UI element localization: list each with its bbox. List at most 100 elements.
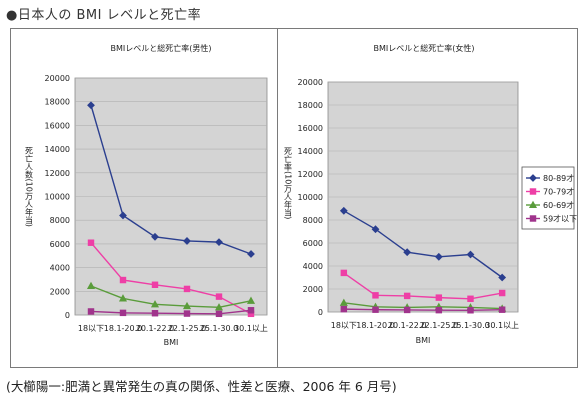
y-tick-label: 20000	[298, 78, 323, 87]
data-point	[118, 294, 128, 302]
y-tick-label: 16000	[298, 124, 323, 133]
y-tick-label: 18000	[45, 98, 70, 107]
data-point	[87, 239, 95, 246]
data-point	[246, 296, 256, 304]
x-tick-label: 30.1以上	[485, 321, 519, 330]
series-line	[343, 308, 503, 311]
data-point	[151, 281, 159, 289]
x-tick-label: 25.1-30.0	[200, 324, 239, 333]
y-tick-label: 12000	[298, 170, 323, 179]
data-point	[498, 289, 506, 297]
y-tick-label: 8000	[303, 216, 323, 225]
data-point	[183, 237, 191, 245]
chart-title: BMIレベルと総死亡率(男性)	[111, 43, 212, 53]
x-tick-label: 22.1-25.0	[420, 321, 459, 330]
data-point	[119, 276, 127, 284]
data-point	[372, 306, 379, 313]
data-point	[151, 310, 159, 317]
data-point	[435, 294, 443, 301]
series-group	[340, 305, 506, 314]
y-tick-label: 4000	[50, 264, 70, 273]
y-tick-label: 6000	[303, 239, 323, 248]
data-point	[183, 310, 191, 317]
series-group	[87, 101, 255, 258]
chart-title: BMIレベルと総死亡率(女性)	[374, 43, 475, 53]
x-tick-label: 18.1-20.0	[104, 324, 143, 333]
series-line	[90, 285, 252, 309]
x-tick-label: 18以下	[331, 321, 357, 330]
x-tick-label: 30.1以上	[234, 324, 268, 333]
data-point	[182, 301, 192, 310]
y-tick-label: 10000	[45, 193, 70, 202]
data-point	[183, 285, 191, 293]
data-point	[403, 248, 412, 257]
x-axis-title: BMI	[416, 336, 431, 345]
y-tick-label: 16000	[45, 121, 70, 130]
series-group	[340, 269, 506, 302]
data-point	[86, 281, 96, 290]
series-group	[87, 307, 255, 318]
data-point	[372, 292, 379, 299]
data-point	[247, 250, 255, 258]
x-tick-label: 20.1-22.0	[136, 324, 175, 333]
y-axis-title: 死亡人数(10万人年当)	[25, 147, 34, 227]
y-tick-label: 14000	[45, 145, 70, 154]
data-point	[498, 273, 507, 282]
legend-label: 59才以下	[543, 214, 577, 224]
x-axis-title: BMI	[164, 338, 179, 347]
y-tick-label: 4000	[303, 262, 323, 271]
data-point	[403, 306, 411, 314]
data-point	[435, 306, 443, 314]
data-point	[467, 307, 474, 314]
y-axis-title: 死亡率(10万人年当)	[284, 147, 293, 219]
y-tick-label: 8000	[50, 216, 70, 225]
data-point	[403, 292, 411, 300]
y-tick-label: 18000	[298, 101, 323, 110]
series-line	[343, 210, 503, 279]
source-caption: (大櫛陽一:肥満と異常発生の真の関係、性差と医療、2006 年 6 月号)	[6, 379, 397, 394]
data-point	[498, 306, 506, 313]
x-tick-label: 18.1-20.0	[356, 321, 395, 330]
page-heading: ●日本人の BMI レベルと死亡率	[6, 8, 202, 23]
legend-marker	[529, 215, 537, 222]
y-tick-label: 10000	[298, 193, 323, 202]
y-tick-label: 0	[65, 311, 70, 320]
legend-label: 60-69才	[543, 200, 574, 210]
panel-divider	[277, 29, 278, 367]
data-point	[434, 252, 443, 261]
x-tick-label: 25.1-30.0	[451, 321, 490, 330]
series-line	[343, 272, 503, 300]
series-line	[90, 309, 252, 315]
legend-marker	[529, 188, 537, 195]
series-group	[86, 281, 256, 311]
data-point	[215, 238, 223, 247]
chart-female: BMIレベルと総死亡率(女性) 0 2000 4000 6000 8000 10000 120…	[284, 43, 578, 345]
y-tick-label: 2000	[303, 285, 323, 294]
series-group	[339, 206, 507, 282]
y-tick-label: 20000	[45, 74, 70, 83]
x-tick-label: 18以下	[78, 324, 104, 333]
y-tick-label: 0	[318, 308, 323, 317]
data-point	[87, 308, 95, 315]
data-point	[466, 250, 475, 259]
y-tick-label: 6000	[50, 240, 70, 249]
figure-frame: BMIレベルと総死亡率(男性) 0 2000 4000 6000 8000 10000 120…	[10, 28, 578, 368]
y-tick-label: 12000	[45, 169, 70, 178]
legend-label: 70-79才	[543, 187, 574, 197]
legend: 80-89才 70-79才 60-69才 59才以下	[521, 166, 577, 230]
data-point	[215, 310, 223, 318]
y-tick-label: 2000	[50, 287, 70, 296]
x-tick-label: 20.1-22.0	[388, 321, 427, 330]
legend-marker	[528, 200, 538, 209]
data-point	[339, 206, 348, 215]
data-point	[340, 269, 348, 277]
data-point	[215, 293, 223, 300]
legend-label: 80-89才	[543, 173, 574, 183]
x-tick-label: 22.1-25.0	[168, 324, 207, 333]
data-point	[371, 225, 380, 234]
data-point	[119, 309, 127, 317]
data-point	[87, 101, 95, 110]
data-point	[340, 305, 348, 313]
data-point	[247, 307, 255, 314]
data-point	[150, 300, 160, 308]
